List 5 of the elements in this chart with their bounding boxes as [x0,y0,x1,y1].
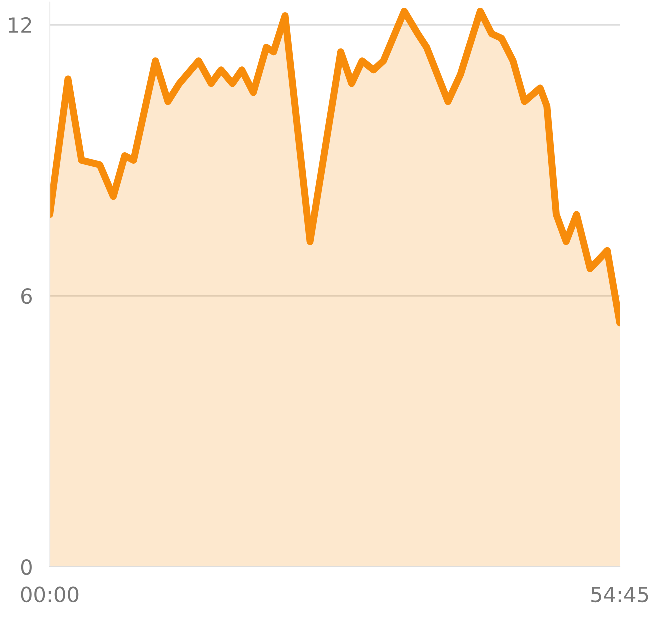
x-tick-label: 00:00 [21,586,79,603]
y-tick-label: 12 [9,17,32,33]
x-tick-label: 54:45 [592,587,648,603]
y-tick-label: 6 [22,288,32,304]
y-tick-label: 0 [21,559,32,576]
